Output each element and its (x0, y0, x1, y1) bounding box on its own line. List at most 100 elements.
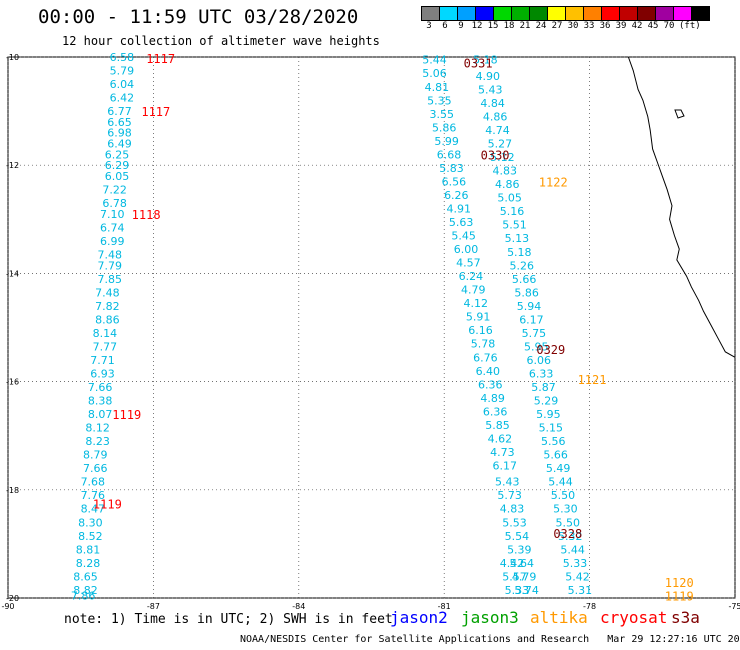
legend-swatch (619, 6, 638, 21)
swh-value-label: 5.18 (507, 246, 532, 259)
swh-value-label: 5.35 (427, 94, 452, 107)
island-icon (674, 109, 685, 119)
legend-swatch (475, 6, 494, 21)
swh-value-label: 5.44 (422, 54, 447, 67)
credit-line: NOAA/NESDIS Center for Satellite Applica… (240, 634, 740, 645)
y-tick-label: -20 (6, 594, 19, 603)
swh-value-label: 7.10 (100, 208, 125, 221)
y-tick-label: -16 (6, 378, 19, 387)
swh-value-label: 6.42 (110, 92, 135, 105)
time-annotation: 0330 (481, 148, 510, 162)
legend-label: 30 (567, 21, 579, 31)
legend-swatch (583, 6, 602, 21)
swh-value-label: 6.65 (107, 116, 132, 129)
legend-swatch (529, 6, 548, 21)
swh-value-label: 5.75 (522, 327, 547, 340)
swh-value-label: 5.95 (524, 340, 549, 353)
grid-layer (7, 56, 736, 599)
legend-label: 45 (647, 21, 659, 31)
legend-label: 15 (487, 21, 499, 31)
swh-value-label: 5.13 (505, 232, 530, 245)
swh-value-label: 5.30 (553, 503, 578, 516)
time-annotation: 1118 (132, 208, 161, 222)
swh-value-label: 6.77 (107, 105, 132, 118)
swh-value-label: 5.12 (490, 151, 515, 164)
swh-value-label: 8.12 (85, 422, 110, 435)
swh-value-label: 5.91 (466, 311, 491, 324)
swh-value-label: 5.86 (432, 121, 457, 134)
swh-value-label: 4.83 (493, 165, 518, 178)
swh-value-label: 7.79 (98, 259, 123, 272)
swh-value-label: 5.33 (563, 557, 588, 570)
swh-value-label: 7.66 (83, 462, 108, 475)
time-annotation: 1120 (665, 576, 694, 590)
swh-value-label: 5.06 (422, 67, 447, 80)
swh-value-label: 8.07 (88, 408, 113, 421)
legend-swatch (637, 6, 656, 21)
legend-swatch (439, 6, 458, 21)
swh-value-label: 6.24 (459, 270, 484, 283)
swh-value-label: 8.47 (81, 503, 106, 516)
legend-swatch (547, 6, 566, 21)
swh-value-label: 5.31 (568, 584, 593, 597)
time-annotation: 0331 (464, 56, 493, 70)
y-tick-label: -18 (6, 486, 19, 495)
swh-value-label: 5.94 (517, 300, 542, 313)
swh-value-label: 7.82 (95, 300, 120, 313)
swh-value-label: 5.86 (514, 286, 539, 299)
swh-value-label: 3.55 (430, 108, 455, 121)
swh-value-label: 5.73 (497, 489, 522, 502)
y-tick-label: -12 (6, 161, 19, 170)
swh-value-label: 6.33 (529, 367, 554, 380)
swh-value-label: 5.95 (536, 408, 561, 421)
swh-value-label: 6.26 (444, 189, 469, 202)
swh-value-label: 6.04 (110, 78, 135, 91)
swh-value-label: 7.77 (93, 340, 118, 353)
swh-value-label: 5.54 (505, 530, 530, 543)
swh-value-label: 4.73 (490, 446, 515, 459)
swh-value-label: 5.43 (478, 83, 503, 96)
color-scale-labels: 3 6 9 12 15 18 21 24 27 30 33 36 39 42 45 70 (ft) (421, 21, 700, 31)
swh-value-label: 5.44 (560, 543, 585, 556)
swh-value-label: 4.57 (456, 257, 481, 270)
time-annotation: 1119 (93, 497, 122, 511)
legend-label: 21 (519, 21, 531, 31)
swh-value-label: 5.27 (488, 138, 513, 151)
swh-value-label: 5.32 (558, 530, 583, 543)
mission-label-jason2: jason2 (390, 608, 448, 627)
swh-value-label: 5.51 (502, 219, 527, 232)
swh-value-label: 4.90 (476, 70, 501, 83)
swh-value-label: 6.58 (110, 51, 135, 64)
x-tick-label: -84 (292, 602, 305, 611)
swh-value-label: 4.86 (495, 178, 520, 191)
footnote-note: note: 1) Time is in UTC; 2) SWH is in fe… (64, 612, 393, 627)
coastline-layer (627, 56, 736, 358)
island-marker (674, 109, 685, 119)
swh-value-label: 8.86 (95, 313, 120, 326)
legend-label: 70 (663, 21, 675, 31)
swh-value-label: 8.28 (76, 557, 101, 570)
swh-value-label: 8.65 (73, 570, 98, 583)
swh-value-label: 5.49 (546, 462, 571, 475)
swh-value-label: 7.85 (98, 273, 123, 286)
legend-label: 42 (631, 21, 643, 31)
swh-value-label: 4.79 (512, 570, 537, 583)
legend-label: 39 (615, 21, 627, 31)
swh-value-label: 4.79 (461, 284, 486, 297)
swh-value-label: 5.79 (110, 65, 135, 78)
swh-value-label: 8.82 (73, 584, 98, 597)
swh-value-label: 4.83 (500, 503, 525, 516)
swh-values: 6.585.796.046.426.776.656.986.496.256.29… (71, 51, 592, 602)
legend-swatch (421, 6, 440, 21)
swh-value-label: 6.76 (473, 351, 498, 364)
swh-value-label: 5.83 (439, 162, 464, 175)
swh-value-label: 6.05 (105, 170, 130, 183)
swh-value-label: 5.16 (500, 205, 525, 218)
swh-value-label: 5.78 (471, 338, 496, 351)
swh-value-label: 6.16 (468, 324, 493, 337)
swh-value-label: 7.68 (81, 476, 106, 489)
swh-value-label: 4.84 (480, 97, 505, 110)
swh-value-label: 6.74 (100, 221, 125, 234)
legend-swatch (457, 6, 476, 21)
swh-value-label: 4.81 (425, 81, 450, 94)
